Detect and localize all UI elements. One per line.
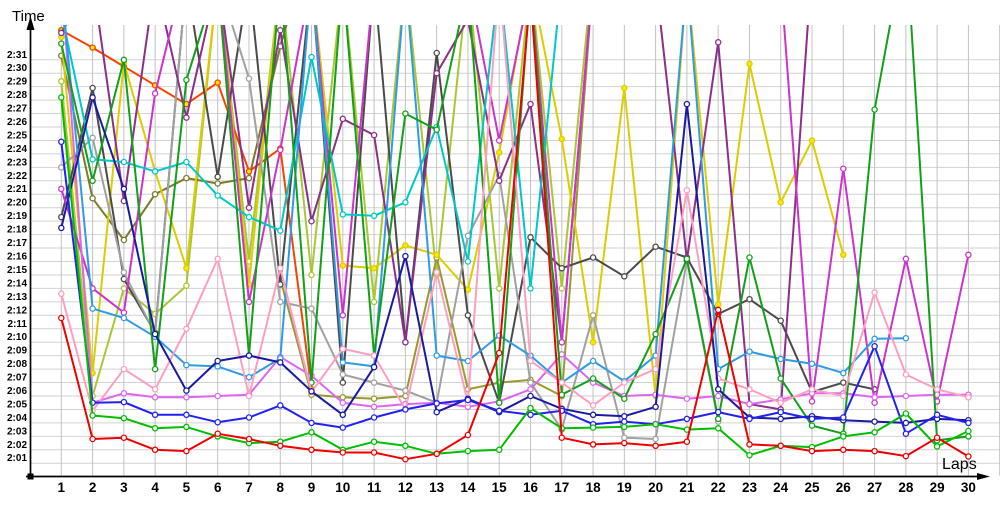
svg-text:6: 6 — [214, 480, 222, 495]
svg-text:2:04: 2:04 — [7, 413, 27, 424]
svg-text:2:28: 2:28 — [7, 90, 27, 101]
svg-text:19: 19 — [617, 480, 632, 495]
svg-text:Laps: Laps — [942, 456, 977, 473]
svg-text:2:31: 2:31 — [7, 50, 27, 61]
svg-text:13: 13 — [429, 480, 445, 495]
svg-text:12: 12 — [398, 480, 413, 495]
svg-text:7: 7 — [245, 480, 253, 495]
svg-text:1: 1 — [58, 480, 66, 495]
svg-text:28: 28 — [898, 480, 914, 495]
svg-text:21: 21 — [679, 480, 695, 495]
svg-text:2:24: 2:24 — [7, 144, 27, 155]
svg-text:25: 25 — [804, 480, 820, 495]
svg-text:26: 26 — [836, 480, 852, 495]
svg-text:17: 17 — [554, 480, 569, 495]
svg-text:2:01: 2:01 — [7, 453, 27, 464]
svg-text:5: 5 — [183, 480, 191, 495]
svg-text:10: 10 — [335, 480, 350, 495]
svg-text:2:10: 2:10 — [7, 332, 27, 343]
svg-text:2:07: 2:07 — [7, 373, 27, 384]
svg-text:2:14: 2:14 — [7, 278, 27, 289]
svg-text:2:15: 2:15 — [7, 265, 27, 276]
svg-text:20: 20 — [648, 480, 663, 495]
svg-text:2:03: 2:03 — [7, 426, 27, 437]
svg-text:2:02: 2:02 — [7, 440, 27, 451]
svg-text:2:29: 2:29 — [7, 77, 27, 88]
svg-text:2: 2 — [89, 480, 97, 495]
svg-text:22: 22 — [711, 480, 726, 495]
svg-text:2:19: 2:19 — [7, 211, 27, 222]
svg-text:2:09: 2:09 — [7, 346, 27, 357]
svg-text:14: 14 — [460, 480, 476, 495]
svg-text:27: 27 — [867, 480, 882, 495]
svg-text:2:30: 2:30 — [7, 63, 27, 74]
svg-text:2:05: 2:05 — [7, 399, 27, 410]
svg-text:11: 11 — [367, 480, 382, 495]
svg-text:2:06: 2:06 — [7, 386, 27, 397]
svg-text:2:21: 2:21 — [7, 184, 27, 195]
svg-text:2:22: 2:22 — [7, 171, 27, 182]
svg-text:16: 16 — [523, 480, 539, 495]
svg-text:4: 4 — [151, 480, 159, 495]
svg-text:29: 29 — [930, 480, 945, 495]
svg-text:8: 8 — [277, 480, 285, 495]
svg-text:3: 3 — [120, 480, 128, 495]
svg-text:9: 9 — [308, 480, 316, 495]
svg-text:2:25: 2:25 — [7, 131, 27, 142]
svg-text:18: 18 — [586, 480, 602, 495]
svg-text:2:16: 2:16 — [7, 252, 27, 263]
svg-text:2:18: 2:18 — [7, 225, 27, 236]
svg-text:2:13: 2:13 — [7, 292, 27, 303]
svg-text:2:08: 2:08 — [7, 359, 27, 370]
svg-text:2:17: 2:17 — [7, 238, 27, 249]
svg-text:2:11: 2:11 — [8, 319, 28, 330]
svg-text:2:12: 2:12 — [7, 305, 27, 316]
svg-text:2:26: 2:26 — [7, 117, 27, 128]
svg-text:2:23: 2:23 — [7, 157, 27, 168]
svg-text:30: 30 — [961, 480, 976, 495]
svg-text:2:20: 2:20 — [7, 198, 27, 209]
svg-text:24: 24 — [773, 480, 789, 495]
svg-text:15: 15 — [492, 480, 508, 495]
svg-text:Time: Time — [12, 8, 45, 25]
svg-text:2:27: 2:27 — [7, 104, 27, 115]
svg-text:23: 23 — [742, 480, 758, 495]
